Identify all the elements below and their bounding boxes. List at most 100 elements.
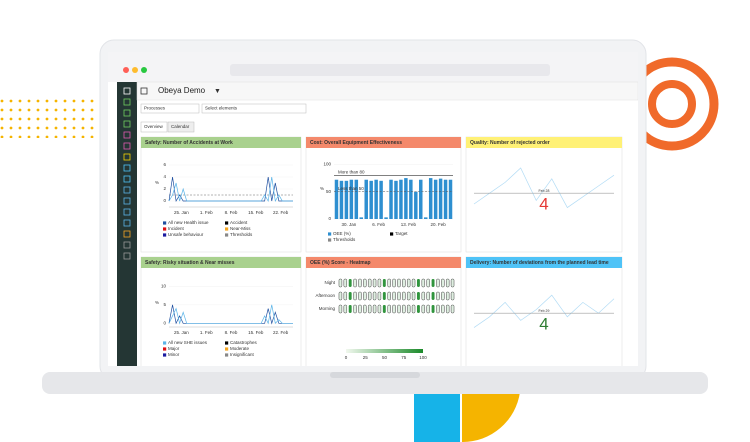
heat-cell: [406, 278, 411, 288]
panel: [140, 256, 302, 366]
tab-label[interactable]: Calendar: [171, 124, 190, 129]
element-dropdown-label[interactable]: Select elements: [205, 106, 238, 111]
menu-icon[interactable]: [140, 87, 148, 95]
panel-header: [306, 257, 461, 268]
kpi-date: Feb 29: [539, 309, 550, 313]
sidebar-icon[interactable]: [123, 87, 131, 95]
panel-header: [466, 137, 622, 148]
sidebar-icon[interactable]: [123, 153, 131, 161]
heat-cell: [426, 304, 430, 314]
sidebar-icon[interactable]: [123, 219, 131, 227]
legend-swatch: [225, 353, 229, 357]
heat-cell: [382, 279, 386, 287]
y-tick-label: 6: [163, 162, 166, 167]
sidebar-icon[interactable]: [123, 98, 131, 106]
sidebar-icon[interactable]: [123, 175, 131, 183]
x-tick-label: 20. Feb: [430, 222, 446, 227]
tab[interactable]: [167, 121, 195, 133]
process-dropdown-label[interactable]: Processes: [144, 106, 166, 111]
heat-cell: [358, 278, 362, 288]
heat-cell: [377, 291, 382, 301]
heat-cell: [387, 278, 391, 288]
scale-tick-label: 75: [401, 355, 407, 360]
x-tick-label: 8. Feb: [225, 330, 238, 335]
sidebar-icon[interactable]: [123, 230, 131, 238]
sidebar-icon[interactable]: [123, 186, 131, 194]
legend-swatch: [225, 221, 229, 225]
heat-cell: [348, 305, 352, 313]
legend-label: Thresholds: [230, 232, 253, 237]
app-title[interactable]: Obeya Demo: [158, 86, 206, 95]
heat-cell: [411, 278, 416, 288]
dropdown-arrow[interactable]: ▼: [214, 88, 221, 95]
heat-cell: [343, 291, 348, 301]
heat-cell: [402, 278, 406, 288]
heat-cell: [363, 278, 367, 288]
sidebar-icon[interactable]: [123, 120, 131, 128]
heat-cell: [372, 291, 377, 301]
sidebar-icon[interactable]: [123, 197, 131, 205]
legend-swatch: [225, 227, 229, 231]
legend-swatch: [163, 221, 167, 225]
heat-cell: [353, 291, 357, 301]
heat-cell: [382, 305, 386, 313]
bar: [399, 179, 403, 219]
bar: [384, 217, 388, 219]
bar: [354, 179, 359, 219]
element-dropdown[interactable]: [201, 103, 307, 114]
y-tick-label: 50: [326, 189, 332, 194]
bar: [423, 217, 428, 219]
heat-cell: [421, 304, 426, 314]
heat-cell: [353, 304, 357, 314]
legend-label: Target: [395, 231, 408, 236]
heat-cell: [402, 291, 406, 301]
y-unit: %: [320, 186, 324, 191]
annotation: More than 80: [338, 170, 365, 175]
bar: [404, 178, 408, 219]
bar: [374, 179, 378, 219]
row-label: Morning: [319, 306, 336, 311]
heat-cell: [387, 291, 391, 301]
heat-cell: [397, 291, 401, 301]
legend-swatch: [225, 341, 229, 345]
heat-cell: [343, 304, 348, 314]
square-decoration: [414, 392, 460, 442]
heat-cell: [441, 291, 445, 301]
legend-swatch: [225, 233, 229, 237]
tab-label[interactable]: Overview: [144, 124, 164, 129]
heat-cell: [343, 278, 348, 288]
heat-cell: [431, 292, 435, 300]
panel-header: [466, 257, 622, 268]
x-tick-label: 30. Jan: [341, 222, 356, 227]
sidebar-icon[interactable]: [123, 252, 131, 260]
x-tick-label: 22. Feb: [273, 330, 289, 335]
heat-cell: [450, 278, 455, 288]
window-button[interactable]: [141, 67, 147, 73]
sidebar-icon[interactable]: [123, 164, 131, 172]
tab[interactable]: [140, 121, 168, 133]
window-button[interactable]: [132, 67, 138, 73]
sidebar-icon[interactable]: [123, 109, 131, 117]
sidebar-icon[interactable]: [123, 208, 131, 216]
panel-header: [141, 257, 301, 268]
heat-cell: [445, 278, 450, 288]
heat-cell: [445, 291, 450, 301]
sidebar-icon[interactable]: [123, 241, 131, 249]
screen: Obeya Demo ▼ Processes Select elements O…: [108, 52, 638, 366]
scale-tick-label: 25: [363, 355, 369, 360]
bar: [448, 179, 453, 219]
sidebar-icon[interactable]: [123, 142, 131, 150]
panel-title: Quality: Number of rejected order: [470, 140, 550, 146]
row-label: Night: [324, 280, 335, 285]
heat-cell: [358, 304, 362, 314]
window-button[interactable]: [123, 67, 129, 73]
address-bar[interactable]: [230, 64, 550, 76]
heat-cell: [416, 279, 420, 287]
bar: [419, 179, 423, 219]
process-dropdown[interactable]: [140, 103, 200, 114]
heat-cell: [377, 278, 382, 288]
legend-label: OEE (%): [333, 231, 351, 236]
sidebar-icon[interactable]: [123, 131, 131, 139]
